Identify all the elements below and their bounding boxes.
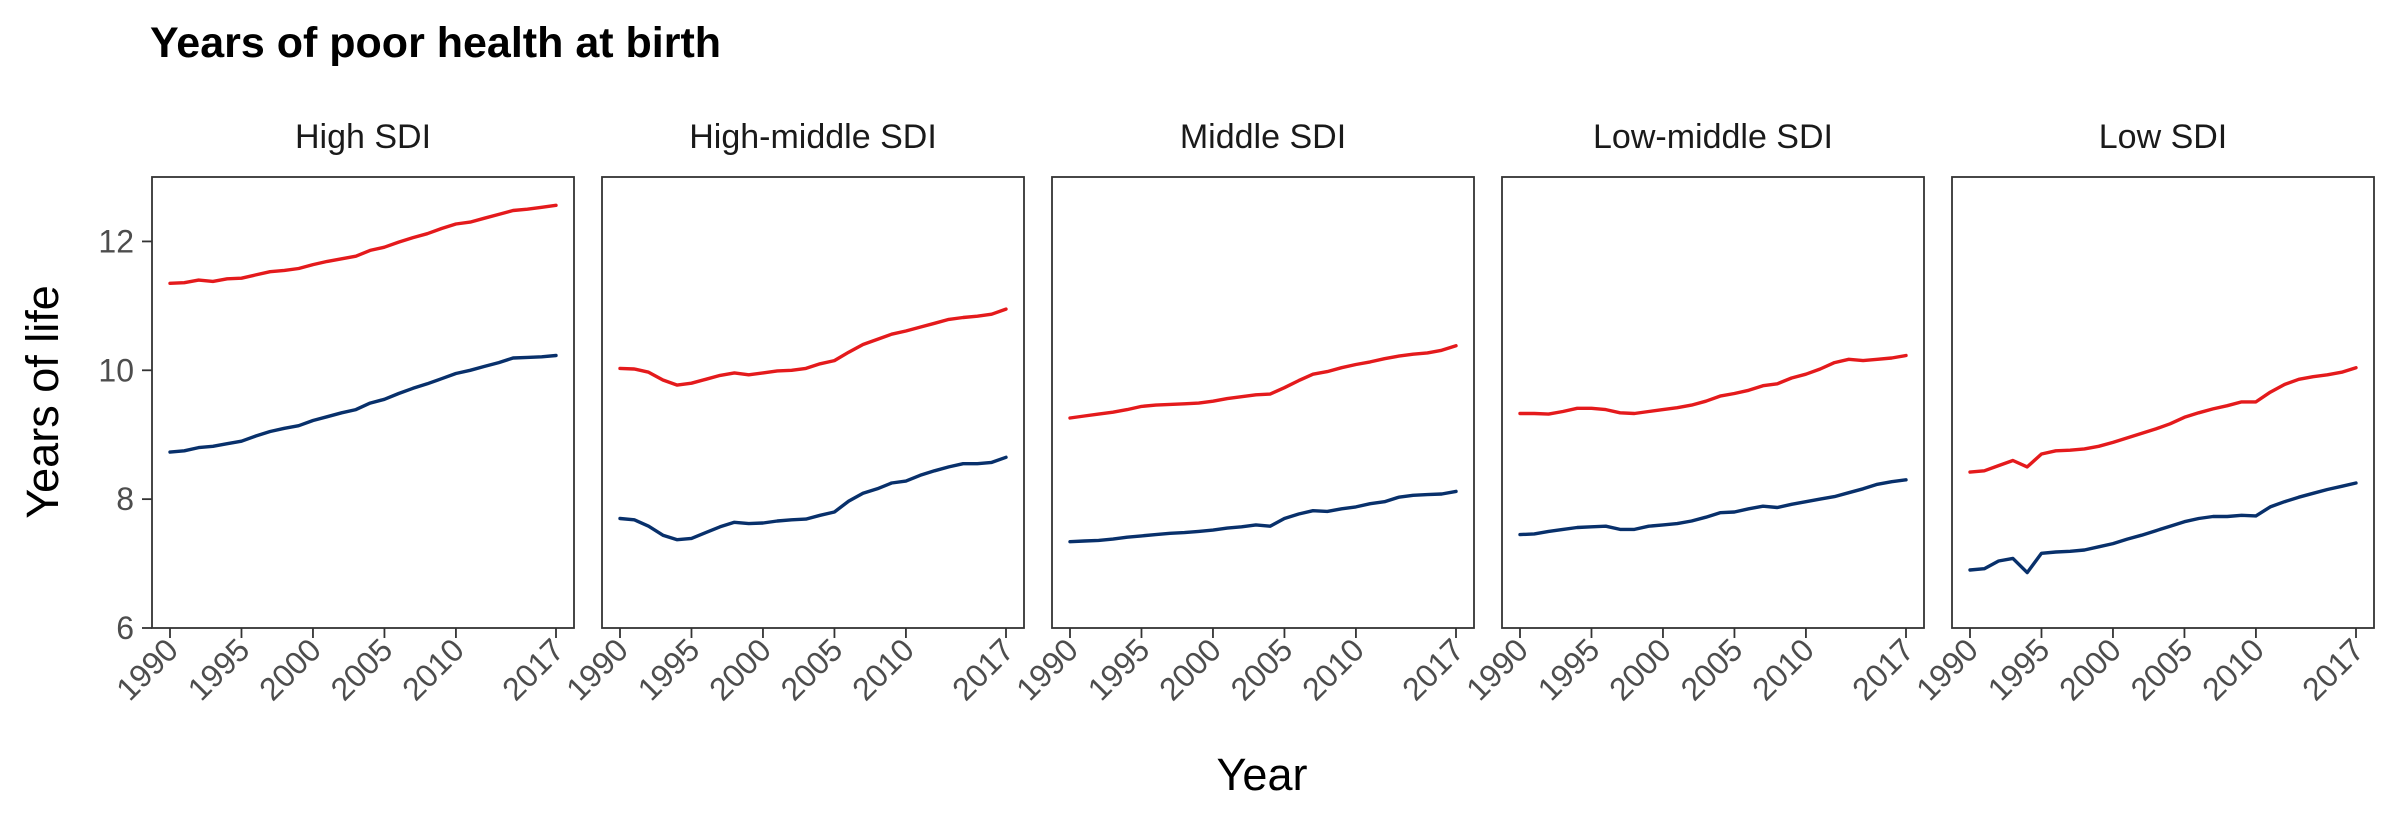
chart-title: Years of poor health at birth bbox=[150, 19, 721, 67]
x-tick-label: 2000 bbox=[1602, 631, 1678, 707]
panel-border bbox=[1501, 176, 1925, 629]
panel-border bbox=[1051, 176, 1475, 629]
x-tick-label: 2010 bbox=[1295, 631, 1371, 707]
x-tick-label: 1995 bbox=[1981, 631, 2057, 707]
panel-strip-label: Low SDI bbox=[2099, 118, 2228, 156]
x-tick-label: 2017 bbox=[945, 631, 1021, 707]
x-tick-label: 1990 bbox=[1459, 631, 1535, 707]
x-tick-label: 1995 bbox=[1081, 631, 1157, 707]
x-tick-label: 1995 bbox=[1531, 631, 1607, 707]
x-tick-label: 2010 bbox=[2195, 631, 2271, 707]
x-tick-label: 1990 bbox=[559, 631, 635, 707]
series-line-1 bbox=[1068, 489, 1458, 544]
x-tick-label: 2000 bbox=[702, 631, 778, 707]
x-axis-title: Year bbox=[1217, 749, 1308, 800]
x-tick-label: 2000 bbox=[2052, 631, 2128, 707]
x-tick-label: 2017 bbox=[2295, 631, 2371, 707]
panel-border bbox=[1951, 176, 2375, 629]
x-tick-label: 2005 bbox=[1224, 631, 1300, 707]
x-tick-label: 2005 bbox=[774, 631, 850, 707]
x-tick-label: 2017 bbox=[1845, 631, 1921, 707]
y-tick-label: 8 bbox=[116, 481, 134, 517]
x-tick-label: 1990 bbox=[1909, 631, 1985, 707]
series-line-1 bbox=[1968, 481, 2358, 575]
panel-strip-label: Middle SDI bbox=[1180, 118, 1346, 156]
x-tick-label: 2000 bbox=[252, 631, 328, 707]
x-tick-label: 2005 bbox=[1674, 631, 1750, 707]
x-tick-label: 2000 bbox=[1152, 631, 1228, 707]
x-tick-label: 2017 bbox=[495, 631, 571, 707]
series-line-0 bbox=[1968, 366, 2358, 474]
x-tick-label: 1995 bbox=[181, 631, 257, 707]
y-tick-label: 6 bbox=[116, 610, 134, 646]
x-tick-label: 2005 bbox=[324, 631, 400, 707]
x-tick-label: 2005 bbox=[2124, 631, 2200, 707]
x-tick-label: 2017 bbox=[1395, 631, 1471, 707]
series-line-0 bbox=[168, 203, 558, 285]
x-tick-label: 2010 bbox=[845, 631, 921, 707]
series-line-0 bbox=[1068, 344, 1458, 420]
x-tick-label: 2010 bbox=[395, 631, 471, 707]
series-line-1 bbox=[618, 455, 1008, 542]
y-axis-title: Years of life bbox=[17, 285, 68, 518]
y-tick-label: 12 bbox=[98, 223, 134, 259]
series-line-1 bbox=[1518, 478, 1908, 537]
x-tick-label: 2010 bbox=[1745, 631, 1821, 707]
panel-strip-label: Low-middle SDI bbox=[1593, 118, 1833, 156]
x-tick-label: 1995 bbox=[631, 631, 707, 707]
panel-border bbox=[151, 176, 575, 629]
series-line-1 bbox=[168, 353, 558, 454]
series-line-0 bbox=[618, 307, 1008, 387]
panel-border bbox=[601, 176, 1025, 629]
y-tick-label: 10 bbox=[98, 352, 134, 388]
panel-strip-label: High-middle SDI bbox=[689, 118, 937, 156]
panel-strip-label: High SDI bbox=[295, 118, 431, 156]
series-line-0 bbox=[1518, 353, 1908, 416]
x-tick-label: 1990 bbox=[1009, 631, 1085, 707]
